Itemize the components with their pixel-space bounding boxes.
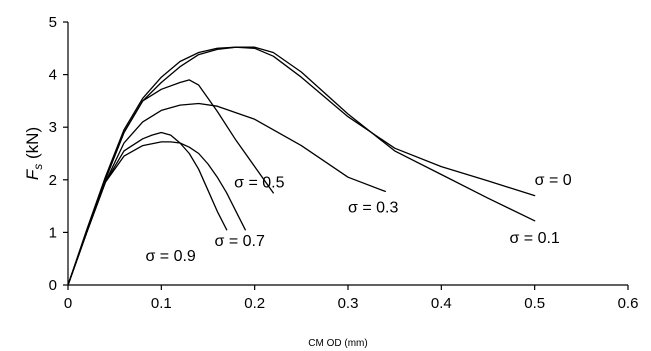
y-tick-label: 3 [49,119,57,136]
x-axis-label: CM OD (mm) [308,338,367,349]
annotation-group: σ = 0 σ = 0.1 σ = 0.3 σ = 0.5 σ = 0.7 σ = 0.9 [145,172,571,265]
series-line-3 [67,79,274,286]
annotation-label-0: σ = 0 [535,172,572,189]
ticks: 0 1 2 3 4 5 0 0.1 0.2 0.3 0.4 0.5 0.6 [49,14,639,312]
y-axis-label-subscript: s [31,164,45,170]
y-tick-label: 4 [49,67,57,84]
x-tick-label: 0.4 [431,295,452,312]
x-tick-label: 0.6 [618,295,639,312]
y-axis-label-unit: (kN) [23,127,42,164]
x-tick-label: 0.3 [338,295,359,312]
y-tick-label: 0 [49,277,57,294]
y-tick-label: 2 [49,172,57,189]
annotation-label-4: σ = 0.7 [215,233,265,250]
series-line-5 [67,141,246,286]
x-tick-label: 0.5 [524,295,545,312]
series-group [67,46,536,286]
x-tick-label: 0.2 [244,295,265,312]
series-line-1 [67,46,536,286]
y-tick-label: 1 [49,224,57,241]
y-tick-label: 5 [49,14,57,31]
x-tick-label: 0.1 [151,295,172,312]
x-tick-label: 0 [64,295,72,312]
series-line-0 [67,46,536,286]
annotation-label-2: σ = 0.3 [348,199,398,216]
annotation-label-3: σ = 0.5 [234,175,284,192]
y-axis-label: Fs (kN) [23,127,45,180]
y-axis-label-main: F [23,168,42,180]
series-line-2 [67,102,386,286]
annotation-label-5: σ = 0.9 [145,248,195,265]
annotation-label-1: σ = 0.1 [509,230,559,247]
